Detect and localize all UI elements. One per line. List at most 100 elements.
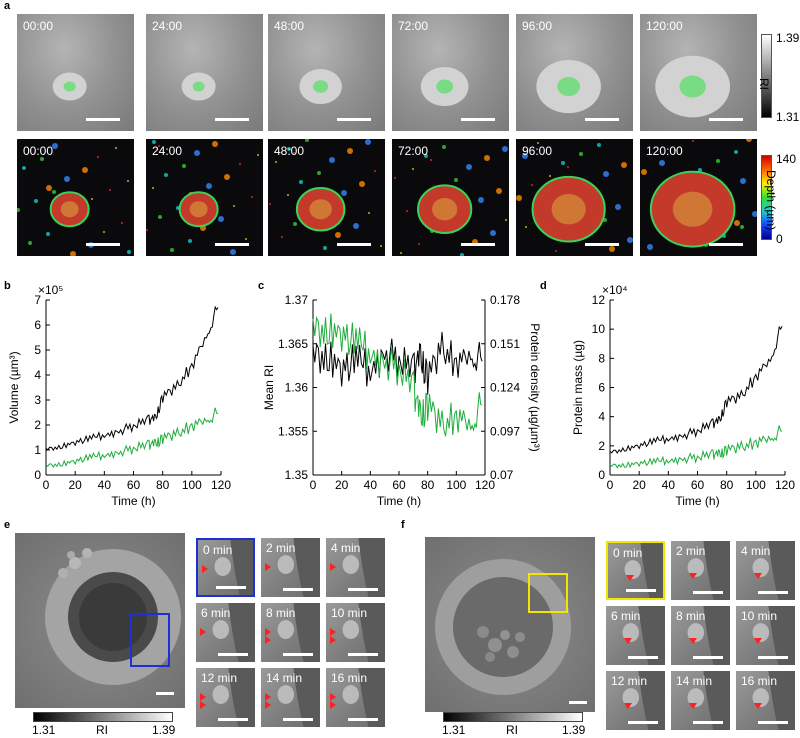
series-line-green	[609, 425, 783, 469]
timepoint-label: 12 min	[201, 671, 238, 685]
timelapse-tile: 8 min	[261, 603, 320, 662]
red-arrow-icon	[688, 638, 697, 645]
series-line-black	[45, 305, 219, 452]
panel-label-f: f	[401, 519, 405, 531]
ri-colorbar-f-label: RI	[506, 723, 518, 737]
timelapse-tile: 0 min	[196, 538, 255, 597]
ri-colorbar-label: RI	[757, 78, 771, 90]
x-tick-label: 100	[182, 478, 202, 492]
timepoint-label: 0 min	[203, 543, 233, 557]
x-tick-label: 0	[310, 478, 317, 492]
timepoint-label: 14 min	[266, 671, 303, 685]
red-arrow-icon	[202, 564, 208, 573]
timestamp-label: 48:00	[274, 19, 305, 33]
scalebar	[628, 721, 658, 724]
y-tick-label: 5	[34, 343, 41, 357]
y-tick-label: 7	[34, 293, 41, 307]
x-tick-label: 80	[720, 478, 734, 492]
scalebar	[758, 591, 788, 594]
scalebar	[626, 589, 656, 592]
timepoint-label: 10 min	[331, 606, 368, 620]
timelapse-tile: 10 min	[736, 606, 795, 665]
red-arrow-icon	[753, 638, 762, 645]
x-tick-label: 120	[775, 478, 795, 492]
y-tick-label: 12	[592, 293, 606, 307]
y-axis-label: Protein mass (µg)	[571, 340, 585, 435]
depth-tile: 24:00	[146, 139, 263, 256]
red-arrow-icon	[623, 703, 632, 710]
depth-colorbar-max: 140	[776, 152, 797, 166]
timepoint-label: 8 min	[676, 609, 706, 623]
depth-colorbar-label: Depth (µm)	[764, 170, 778, 231]
ri-colorbar-min: 1.31	[776, 110, 800, 124]
red-arrow-icon	[753, 573, 762, 580]
ri-tile: 24:00	[146, 14, 263, 131]
scalebar	[693, 591, 723, 594]
red-arrow-icon	[330, 692, 336, 701]
timelapse-tile: 14 min	[671, 671, 730, 730]
scalebar	[693, 656, 723, 659]
panel-label-c: c	[258, 280, 265, 292]
y-tick-label: 0	[598, 468, 605, 482]
x-tick-label: 40	[98, 478, 112, 492]
ri-colorbar-e-min: 1.31	[32, 723, 56, 737]
timelapse-tile: 14 min	[261, 668, 320, 727]
scalebar-f	[569, 701, 587, 704]
timepoint-label: 10 min	[741, 609, 778, 623]
scalebar	[337, 243, 371, 246]
red-arrow-icon	[330, 627, 336, 636]
red-arrow-icon	[265, 627, 271, 636]
timestamp-label: 96:00	[522, 144, 553, 158]
timestamp-label: 48:00	[274, 144, 305, 158]
x-tick-label: 20	[335, 478, 349, 492]
depth-tile: 48:00	[268, 139, 385, 256]
timelapse-tile: 4 min	[736, 541, 795, 600]
red-arrow-icon	[200, 692, 206, 701]
timepoint-label: 6 min	[201, 606, 231, 620]
y-tick-label: 0	[34, 468, 41, 482]
ri-colorbar-max: 1.39	[776, 31, 800, 45]
red-arrow-icon	[265, 700, 271, 709]
x-tick-label: 40	[364, 478, 378, 492]
timelapse-tile: 4 min	[326, 538, 385, 597]
scalebar	[337, 118, 371, 121]
scalebar	[283, 653, 313, 656]
red-arrow-icon	[200, 627, 206, 636]
depth-tile: 96:00	[516, 139, 633, 256]
timelapse-tile: 12 min	[196, 668, 255, 727]
timestamp-label: 120:00	[646, 144, 683, 158]
roi-box-e	[130, 613, 170, 667]
ri-colorbar-e	[33, 712, 173, 722]
ri-tile: 48:00	[268, 14, 385, 131]
red-arrow-icon	[753, 703, 762, 710]
x-tick-label: 100	[746, 478, 766, 492]
scalebar	[461, 243, 495, 246]
scalebar	[461, 118, 495, 121]
scalebar	[86, 243, 120, 246]
ri-colorbar	[761, 34, 772, 118]
y-axis-label: Mean RI	[262, 365, 276, 410]
x-tick-label: 120	[211, 478, 231, 492]
panel-label-a: a	[4, 0, 11, 12]
y-tick-label-right: 0.151	[490, 337, 520, 351]
y-tick-label: 8	[598, 351, 605, 365]
scalebar	[86, 118, 120, 121]
ri-colorbar-f-min: 1.31	[442, 723, 466, 737]
timelapse-tile: 6 min	[196, 603, 255, 662]
exponent-label: ×10⁵	[38, 285, 63, 297]
y-axis-label-right: Protein density (µg/µm³)	[528, 323, 540, 452]
timelapse-tile: 12 min	[606, 671, 665, 730]
scalebar	[348, 653, 378, 656]
y-tick-label: 2	[34, 418, 41, 432]
y-tick-label: 1.365	[278, 337, 308, 351]
roi-box-f	[528, 573, 568, 613]
timepoint-label: 6 min	[611, 609, 641, 623]
scalebar	[693, 721, 723, 724]
timepoint-label: 14 min	[676, 674, 713, 688]
timepoint-label: 4 min	[741, 544, 771, 558]
y-tick-label: 10	[592, 322, 606, 336]
scalebar	[348, 588, 378, 591]
ri-tile: 120:00	[640, 14, 757, 131]
timelapse-tile: 8 min	[671, 606, 730, 665]
timelapse-tile: 2 min	[261, 538, 320, 597]
